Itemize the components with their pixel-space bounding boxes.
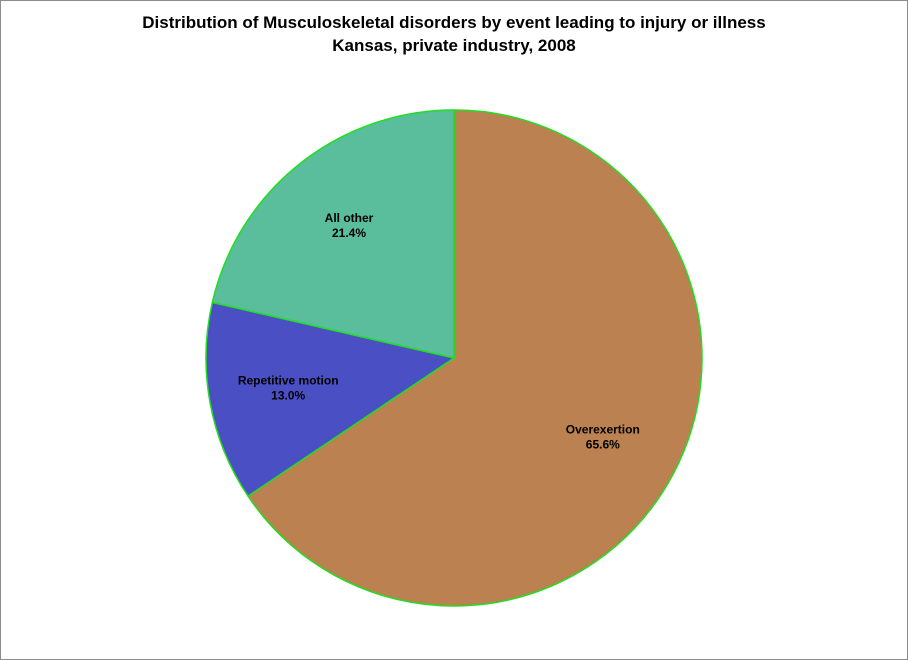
slice-value-label: 65.6% xyxy=(586,437,620,451)
slice-label-overexertion: Overexertion 65.6% xyxy=(566,422,640,451)
chart-title: Distribution of Musculoskeletal disorder… xyxy=(142,13,766,32)
slice-category-label: All other xyxy=(325,211,374,225)
chart-title-block: Distribution of Musculoskeletal disorder… xyxy=(1,11,907,57)
slice-value-label: 13.0% xyxy=(271,389,305,403)
pie-slice-repetitive-motion xyxy=(205,301,455,497)
pie-slice-overexertion xyxy=(247,109,703,607)
slice-label-repetitive-motion: Repetitive motion 13.0% xyxy=(238,374,339,403)
slice-label-all-other: All other 21.4% xyxy=(325,211,374,240)
chart-subtitle: Kansas, private industry, 2008 xyxy=(332,36,576,55)
slice-value-label: 21.4% xyxy=(332,226,366,240)
pie-slice-all-other xyxy=(211,109,455,359)
slice-category-label: Repetitive motion xyxy=(238,374,339,388)
slice-category-label: Overexertion xyxy=(566,422,640,436)
